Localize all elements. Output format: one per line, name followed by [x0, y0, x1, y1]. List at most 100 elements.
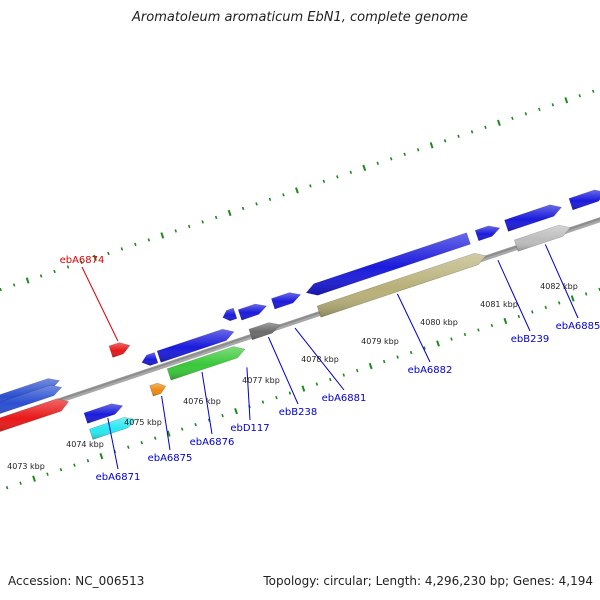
tick-mark [134, 242, 137, 247]
gene-arrow[interactable] [316, 252, 487, 318]
gene-arrow[interactable] [568, 189, 600, 211]
tick-mark [470, 130, 474, 134]
gene-arrow[interactable] [108, 342, 131, 358]
gene-label[interactable]: ebD117 [230, 423, 269, 434]
tick-mark [355, 368, 359, 373]
scale-label: 4078 kbp [301, 355, 339, 364]
tick-mark [551, 103, 555, 107]
tick-mark [261, 400, 265, 404]
tick-mark [275, 395, 278, 400]
gene-label[interactable]: ebA6876 [190, 437, 235, 448]
tick-mark [80, 260, 83, 265]
tick-mark [19, 481, 22, 485]
gene-arrow[interactable] [271, 292, 302, 310]
tick-mark [538, 107, 541, 111]
genome-backbone [0, 217, 600, 424]
tick-mark [368, 362, 373, 370]
tick-mark [584, 292, 588, 296]
tick-mark [234, 407, 238, 415]
tick-mark [557, 301, 561, 305]
tick-mark [5, 486, 9, 490]
accession-label: Accession: NC_006513 [8, 574, 145, 588]
gene-arrow[interactable] [83, 403, 124, 424]
gene-arrow[interactable] [149, 382, 167, 397]
gene-label-leader [267, 336, 299, 405]
gene-arrow[interactable] [0, 398, 70, 435]
gene-label-leader [107, 418, 119, 470]
gene-arrow[interactable] [166, 346, 246, 381]
gene-label-leader [544, 244, 579, 319]
gene-arrow[interactable] [89, 416, 137, 440]
tick-mark [336, 175, 339, 179]
scale-label: 4080 kbp [420, 318, 458, 327]
tick-mark [490, 323, 494, 328]
gene-label-leader [201, 371, 213, 435]
tick-mark [66, 265, 70, 269]
scale-label: 4073 kbp [7, 462, 45, 471]
tick-mark [416, 148, 420, 152]
gene-label[interactable]: ebA6885 [556, 321, 600, 332]
gene-label[interactable]: ebA6871 [96, 472, 141, 483]
genome-stats: Topology: circular; Length: 4,296,230 bp… [263, 574, 593, 588]
tick-mark [570, 295, 575, 302]
tick-mark [140, 440, 144, 445]
tick-mark [127, 445, 130, 449]
tick-mark [524, 112, 528, 116]
gene-arrow[interactable] [474, 225, 501, 242]
tick-mark [288, 391, 292, 395]
tick-mark [180, 427, 184, 431]
gene-arrow[interactable] [237, 303, 268, 321]
tick-mark [423, 346, 426, 350]
gene-arrow[interactable] [504, 204, 562, 232]
tick-mark [32, 475, 36, 482]
gene-label-leader [161, 395, 171, 451]
tick-mark [517, 314, 521, 319]
genome-title: Aromatoleum aromaticum EbN1, complete ge… [132, 10, 468, 25]
tick-mark [53, 269, 56, 274]
tick-mark [382, 359, 386, 364]
tick-mark [59, 468, 63, 472]
gene-arrow[interactable] [0, 384, 63, 418]
gene-label[interactable]: ebA6881 [322, 393, 367, 404]
tick-mark [322, 179, 326, 184]
tick-mark [497, 119, 501, 126]
tick-mark [86, 458, 90, 463]
gene-arrow[interactable] [222, 307, 238, 322]
gene-arrow[interactable] [305, 232, 471, 296]
tick-mark [160, 232, 165, 239]
tick-mark [39, 274, 43, 278]
scale-label: 4076 kbp [183, 397, 221, 406]
gene-label[interactable]: ebB239 [511, 334, 549, 345]
tick-mark [309, 184, 312, 188]
tick-mark [315, 382, 319, 386]
tick-mark [73, 463, 76, 467]
gene-label[interactable]: ebA6874 [60, 255, 105, 266]
tick-mark [362, 164, 367, 172]
tick-mark [436, 340, 440, 347]
tick-mark [429, 142, 434, 149]
gene-arrow[interactable] [248, 322, 281, 341]
tick-mark [578, 94, 581, 98]
tick-mark [511, 116, 514, 120]
gene-label[interactable]: ebA6882 [408, 365, 453, 376]
tick-mark [147, 238, 151, 242]
tick-mark [295, 187, 299, 194]
scale-labels: 4073 kbp 4074 kbp 4075 kbp 4076 kbp 4077 kbp… [7, 282, 578, 471]
gene-label[interactable]: ebA6875 [148, 453, 193, 464]
tick-mark [227, 209, 232, 217]
gene-label-leader [294, 327, 345, 391]
tick-mark [282, 193, 285, 197]
tick-mark [484, 125, 487, 129]
tick-mark [329, 377, 332, 382]
tick-mark [564, 97, 569, 104]
gene-label[interactable]: ebB238 [279, 407, 317, 418]
tick-mark [409, 350, 413, 355]
gene-features [0, 189, 600, 440]
gene-labels: ebA6871 ebA6874 ebA6875 ebA6876 ebD117 ebB238… [60, 244, 600, 483]
tick-mark [241, 206, 245, 211]
scale-label: 4077 kbp [242, 376, 280, 385]
gene-arrow[interactable] [156, 328, 235, 363]
gene-arrow[interactable] [141, 352, 159, 366]
gene-arrow[interactable] [513, 224, 571, 252]
tick-mark [99, 453, 104, 460]
